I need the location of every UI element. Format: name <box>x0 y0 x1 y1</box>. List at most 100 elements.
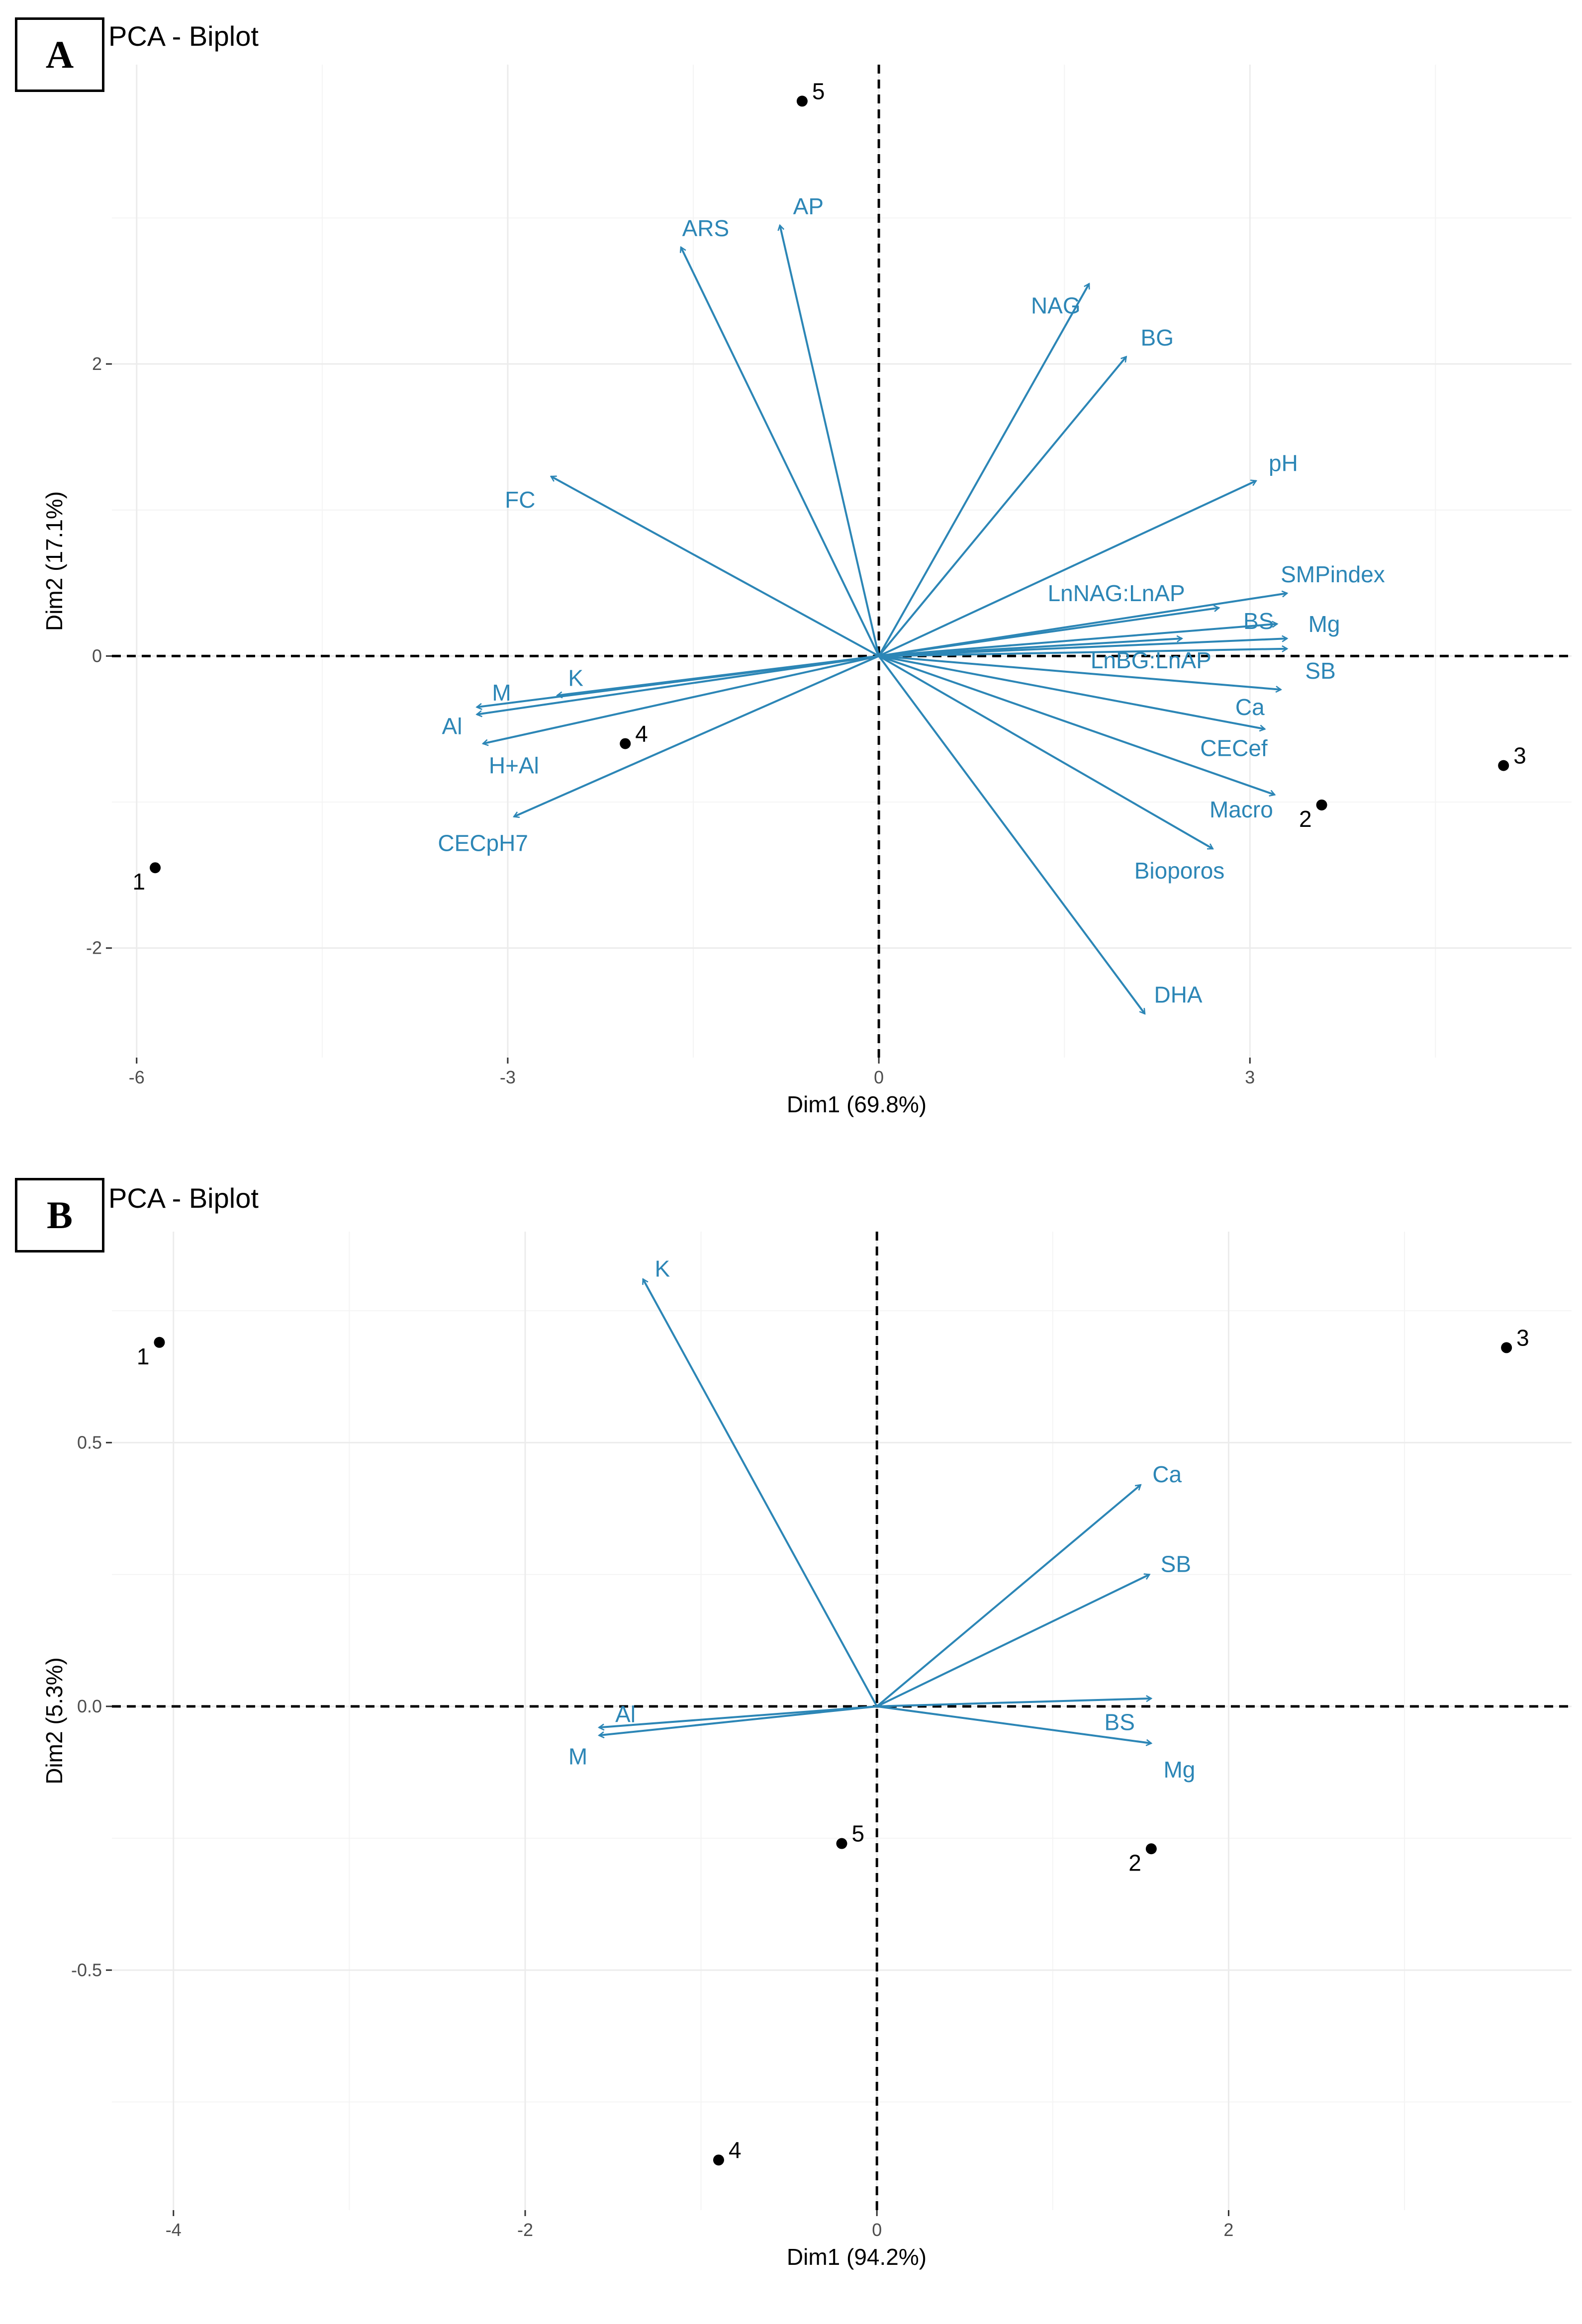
observation-label: 2 <box>1299 806 1312 832</box>
y-tick-label: -0.5 <box>71 1960 102 1980</box>
observation-point <box>1145 1843 1157 1855</box>
x-tick-label: 2 <box>1223 2220 1233 2240</box>
variable-label: M <box>492 680 511 706</box>
variable-arrow <box>878 655 1281 690</box>
variable-label: Mg <box>1308 611 1340 637</box>
variable-arrow <box>878 655 1275 795</box>
variable-label: Al <box>442 713 463 739</box>
biplot-a-svg: -6 -3 0 3 -2 0 2 Dim1 (69.8%) Dim2 (17.1%) ARS AP N… <box>41 65 1572 1117</box>
x-tick-label: -3 <box>500 1067 516 1087</box>
variable-label: Bioporos <box>1134 858 1225 884</box>
variable-arrow <box>878 481 1256 657</box>
variable-label: CECef <box>1200 735 1268 761</box>
observation-label: 1 <box>137 1343 150 1369</box>
variable-label: Macro <box>1210 797 1273 822</box>
variable-label: H+Al <box>489 753 539 779</box>
x-tick-label: 0 <box>874 1067 884 1087</box>
y-tick-label: 0.0 <box>77 1696 102 1716</box>
variable-label: BS <box>1243 608 1274 634</box>
variable-label: M <box>568 1744 587 1770</box>
variable-arrow <box>879 638 1287 657</box>
variable-arrow <box>878 655 1265 729</box>
observation-label: 2 <box>1128 1850 1141 1876</box>
y-tick-label: 0.5 <box>77 1432 102 1452</box>
variable-arrow <box>878 624 1277 657</box>
variable-label: Al <box>615 1701 636 1727</box>
observation-point <box>154 1337 165 1348</box>
y-tick-label: 2 <box>92 354 102 374</box>
variable-arrow <box>780 225 880 656</box>
variable-label: SB <box>1305 658 1335 684</box>
x-tick-label: -6 <box>129 1067 145 1087</box>
variable-arrow <box>643 1279 878 1707</box>
observation-label: 3 <box>1516 1325 1529 1350</box>
variable-label: BS <box>1105 1709 1135 1735</box>
variable-arrow <box>477 655 879 714</box>
variable-label: SMPindex <box>1281 561 1385 587</box>
observation-label: 5 <box>852 1821 865 1847</box>
x-tick-label: -2 <box>517 2220 533 2240</box>
observation-point <box>836 1838 847 1849</box>
variable-arrow <box>878 655 1146 1014</box>
variable-label: pH <box>1269 450 1298 476</box>
x-axis-title: Dim1 (69.8%) <box>787 1091 927 1117</box>
biplot-b-svg: -4 -2 0 2 -0.5 0.0 0.5 Dim1 (94.2%) Dim2 (5.3%) K… <box>41 1232 1572 2270</box>
chart-title-a: PCA - Biplot <box>108 20 259 52</box>
panel-label-a: A <box>15 17 104 92</box>
y-tick-label: 0 <box>92 645 102 666</box>
biplot-panel-b: -4 -2 0 2 -0.5 0.0 0.5 Dim1 (94.2%) Dim2 (5.3%) K… <box>0 1162 1582 2324</box>
observation-label: 4 <box>729 2137 742 2163</box>
x-axis-title: Dim1 (94.2%) <box>787 2244 927 2270</box>
biplot-panel-a: -6 -3 0 3 -2 0 2 Dim1 (69.8%) Dim2 (17.1%) ARS AP N… <box>15 17 1572 1117</box>
variable-label: AP <box>793 193 824 219</box>
panel-label-b: B <box>15 1178 104 1252</box>
observation-point <box>1498 760 1509 771</box>
observation-point <box>713 2154 724 2166</box>
variable-arrow <box>878 655 1213 850</box>
variable-label: K <box>568 665 583 691</box>
variable-label: CECpH7 <box>438 830 528 856</box>
variable-label: K <box>654 1255 670 1281</box>
variable-arrow <box>599 1705 877 1735</box>
observation-label: 1 <box>132 869 145 894</box>
observation-point <box>150 862 161 874</box>
y-axis-title: Dim2 (5.3%) <box>41 1657 67 1785</box>
variable-arrow <box>878 608 1219 657</box>
variable-arrow <box>879 649 1287 657</box>
variable-arrow <box>599 1705 877 1727</box>
variable-arrow <box>878 284 1090 657</box>
variable-arrow <box>876 1485 1140 1707</box>
variable-arrow <box>551 476 880 657</box>
variable-label: BG <box>1141 325 1174 351</box>
variable-arrow <box>477 655 879 707</box>
x-tick-label: 0 <box>872 2220 882 2240</box>
chart-title-b: PCA - Biplot <box>108 1182 259 1214</box>
variable-label: FC <box>505 487 535 513</box>
variable-label: NAG <box>1031 293 1081 319</box>
observation-label: 5 <box>812 78 825 104</box>
variable-arrow <box>876 1705 1151 1743</box>
variable-label: LnNAG:LnAP <box>1048 580 1185 606</box>
y-tick-label: -2 <box>86 938 102 958</box>
variable-label: Ca <box>1152 1461 1182 1487</box>
variable-label: ARS <box>682 215 730 241</box>
variable-label: SB <box>1161 1551 1191 1577</box>
observation-point <box>1316 799 1327 810</box>
y-axis-title: Dim2 (17.1%) <box>41 491 67 631</box>
variable-arrow <box>879 638 1182 657</box>
x-tick-label: -4 <box>166 2220 182 2240</box>
variable-arrow <box>877 1698 1151 1707</box>
variable-label: Mg <box>1163 1757 1195 1783</box>
variable-arrow <box>514 655 879 816</box>
variable-arrow <box>876 1575 1149 1707</box>
observation-point <box>1501 1342 1512 1353</box>
variable-label: DHA <box>1154 982 1202 1008</box>
observation-point <box>796 95 808 107</box>
x-tick-label: 3 <box>1245 1067 1255 1087</box>
observation-label: 3 <box>1513 743 1526 769</box>
observation-label: 4 <box>635 721 648 747</box>
variable-arrow <box>483 655 879 743</box>
variable-arrow <box>681 247 880 657</box>
observation-point <box>620 738 631 749</box>
variable-label: Ca <box>1235 694 1265 720</box>
